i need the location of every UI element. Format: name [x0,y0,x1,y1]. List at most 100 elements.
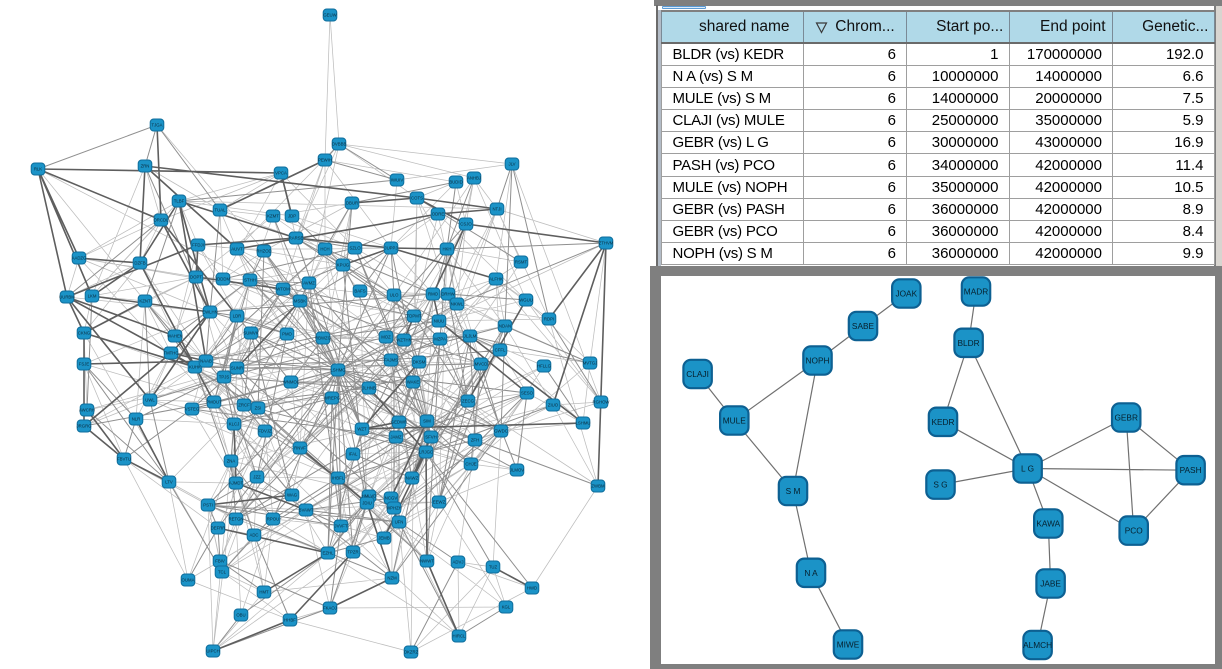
svg-text:CLAJI: CLAJI [686,369,709,379]
svg-text:NLR: NLR [132,417,141,422]
svg-text:JRGRG: JRGRG [76,424,92,429]
svg-text:MSBK: MSBK [294,299,306,304]
svg-text:KPIJG: KPIJG [337,263,350,268]
svg-text:TMTHC: TMTHC [163,351,178,356]
svg-text:PEWIH: PEWIH [318,158,332,163]
svg-text:ZFH: ZFH [471,438,479,443]
svg-text:MULE: MULE [723,416,747,426]
svg-text:FFDJI: FFDJI [192,243,204,248]
svg-text:JAMZ: JAMZ [390,435,402,440]
svg-text:MIWE: MIWE [837,640,860,650]
svg-text:CSJO: CSJO [460,222,472,227]
svg-text:DRHW: DRHW [441,292,455,297]
svg-text:BLDR: BLDR [958,338,980,348]
svg-text:ZSI: ZSI [255,406,262,411]
svg-text:KLCJ: KLCJ [229,422,240,427]
svg-text:AWCRH: AWCRH [79,408,95,413]
svg-text:WNMOL: WNMOL [283,380,300,385]
svg-text:TLBF: TLBF [174,199,185,204]
svg-text:SIM: SIM [423,419,431,424]
svg-text:ALFHK: ALFHK [489,277,503,282]
svg-text:BUDID: BUDID [449,180,462,185]
svg-text:ZRCF: ZRCF [238,403,250,408]
svg-text:GEUW: GEUW [323,13,337,18]
svg-text:AADZG: AADZG [72,256,87,261]
svg-text:PMOUT: PMOUT [206,400,222,405]
svg-text:RETGN: RETGN [228,517,243,522]
svg-text:GEDWR: GEDWR [391,420,407,425]
svg-text:PASH: PASH [1180,465,1202,475]
svg-text:RBWZG: RBWZG [315,336,332,341]
svg-text:NWWT: NWWT [420,559,434,564]
svg-text:ADVJ: ADVJ [453,560,464,565]
svg-text:VSTEG: VSTEG [185,407,200,412]
svg-text:FBIV: FBIV [215,559,225,564]
svg-text:VPCA: VPCA [275,171,287,176]
svg-text:SFVH: SFVH [425,435,436,440]
svg-text:ALMCH: ALMCH [1023,640,1052,650]
svg-text:LKM: LKM [88,294,97,299]
svg-text:RNVF: RNVF [294,446,306,451]
svg-text:NAAB: NAAB [200,359,212,364]
svg-text:ZECG: ZECG [462,399,475,404]
svg-text:IFAL: IFAL [349,452,358,457]
svg-text:LSHMU: LSHMU [575,421,590,426]
svg-text:FSJE: FSJE [79,362,90,367]
svg-text:SESO: SESO [521,391,534,396]
svg-text:EEWZ: EEWZ [433,500,446,505]
svg-text:KGL: KGL [502,605,511,610]
svg-text:RDPI: RDPI [544,317,554,322]
svg-text:TUAL: TUAL [215,208,227,213]
svg-text:EZHL: EZHL [323,551,335,556]
svg-text:JLMOV: JLMOV [510,468,524,473]
svg-text:DEFRR: DEFRR [211,526,226,531]
svg-text:PSTI: PSTI [203,503,213,508]
svg-text:S M: S M [786,486,801,496]
svg-text:IWUIV: IWUIV [391,178,404,183]
svg-text:JZZ: JZZ [253,475,261,480]
svg-text:UIPCH: UIPCH [206,649,219,654]
svg-text:MVCD: MVCD [475,362,488,367]
svg-text:L G: L G [1021,464,1034,474]
svg-text:TPZR: TPZR [347,550,358,555]
svg-text:HMLVD: HMLVD [362,494,377,499]
svg-text:CKNG: CKNG [78,331,91,336]
svg-text:RLK: RLK [34,167,42,172]
svg-text:PMO: PMO [282,332,292,337]
svg-text:FBVTU: FBVTU [117,457,131,462]
svg-text:HCH: HCH [320,247,329,252]
svg-text:KEDR: KEDR [931,417,954,427]
svg-text:JEMB: JEMB [378,536,390,541]
svg-text:ZTHVM: ZTHVM [599,241,614,246]
svg-text:HWD: HWD [527,586,537,591]
svg-text:TDPMT: TDPMT [407,314,422,319]
svg-text:NAWZ: NAWZ [406,476,419,481]
svg-text:LDR: LDR [233,314,242,319]
svg-text:DOPT: DOPT [190,275,202,280]
svg-text:JLV: JLV [508,162,515,167]
svg-text:HHBF: HHBF [284,618,296,623]
svg-text:KAWA: KAWA [1036,519,1060,529]
svg-text:OUMA: OUMA [182,578,195,583]
svg-text:HFLLG: HFLLG [537,364,552,369]
svg-text:KUHK: KUHK [189,365,201,370]
svg-text:ORCDL: ORCDL [153,218,169,223]
svg-text:NIUU: NIUU [434,319,445,324]
svg-text:STHH: STHH [244,278,256,283]
svg-text:BAFS: BAFS [354,289,365,294]
svg-text:OBU: OBU [236,613,245,618]
svg-text:COTS: COTS [411,196,423,201]
svg-text:NKWL: NKWL [451,302,464,307]
svg-text:GWDC: GWDC [494,429,508,434]
svg-text:ZNA: ZNA [227,459,236,464]
svg-text:ANHBJ: ANHBJ [467,176,481,181]
svg-text:NOPH: NOPH [806,356,830,366]
svg-text:MADR: MADR [964,287,988,297]
svg-text:KZMT: KZMT [267,214,279,219]
svg-text:IDDDM: IDDDM [216,277,231,282]
svg-text:AVMZ: AVMZ [303,281,315,286]
svg-text:HIRCL: HIRCL [453,634,467,639]
svg-text:AUVT: AUVT [231,247,243,252]
svg-text:JOAK: JOAK [895,289,917,299]
svg-text:BVAWT: BVAWT [299,508,314,513]
